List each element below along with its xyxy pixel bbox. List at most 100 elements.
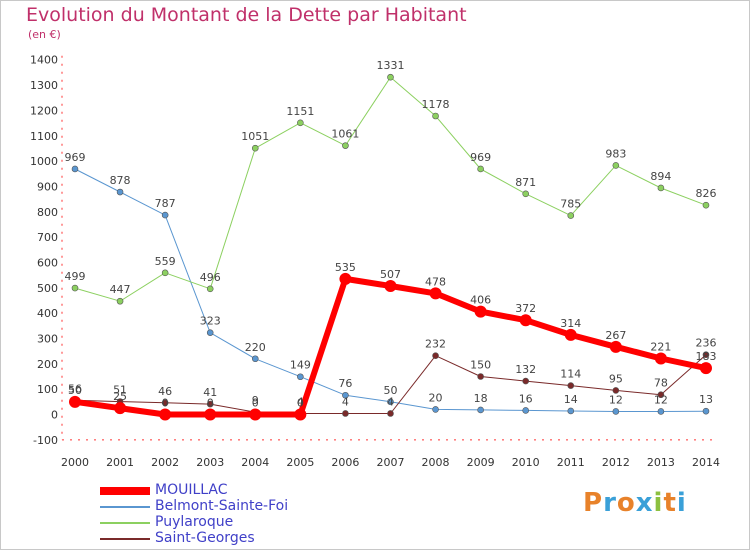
data-label: 236 bbox=[695, 337, 716, 350]
y-tick-label: 800 bbox=[37, 206, 58, 219]
data-label: 496 bbox=[200, 271, 221, 284]
chart-title: Evolution du Montant de la Dette par Hab… bbox=[26, 4, 467, 26]
data-label: 56 bbox=[68, 382, 82, 395]
data-label: 4 bbox=[342, 395, 349, 408]
data-point bbox=[387, 73, 394, 81]
data-label: 535 bbox=[335, 261, 356, 274]
data-label: 0 bbox=[252, 397, 259, 410]
data-point bbox=[161, 399, 169, 407]
data-point bbox=[206, 329, 214, 336]
data-label: 14 bbox=[564, 393, 578, 406]
data-point bbox=[567, 382, 575, 389]
data-label: 4 bbox=[387, 395, 394, 408]
legend-label: MOUILLAC bbox=[155, 482, 228, 498]
data-point bbox=[432, 352, 439, 360]
x-tick-label: 2005 bbox=[286, 456, 314, 469]
legend-swatch bbox=[100, 538, 150, 540]
data-point bbox=[387, 410, 394, 417]
data-label: 4 bbox=[297, 395, 304, 408]
data-point bbox=[432, 406, 439, 413]
x-tick-label: 2003 bbox=[196, 456, 224, 469]
y-tick-label: 1400 bbox=[30, 54, 58, 67]
data-label: 9 bbox=[252, 394, 259, 407]
data-point bbox=[69, 395, 81, 408]
legend-swatch bbox=[100, 522, 150, 524]
data-point bbox=[654, 352, 667, 365]
logo-letter: x bbox=[635, 488, 654, 518]
data-point bbox=[384, 280, 397, 293]
data-point bbox=[429, 287, 442, 300]
data-label: 18 bbox=[474, 392, 488, 405]
data-label: 406 bbox=[470, 294, 491, 307]
proxiti-logo: Proxiti bbox=[583, 488, 687, 518]
data-point bbox=[657, 184, 665, 192]
data-label: 969 bbox=[470, 151, 491, 164]
data-label: 826 bbox=[695, 187, 716, 200]
data-point bbox=[342, 410, 349, 417]
logo-letter: r bbox=[603, 488, 617, 518]
x-tick-label: 2006 bbox=[331, 456, 359, 469]
data-label: 1331 bbox=[376, 59, 404, 72]
data-point bbox=[567, 407, 575, 415]
logo-letter: i bbox=[653, 488, 664, 518]
y-tick-label: 0 bbox=[51, 409, 58, 422]
x-tick-label: 2013 bbox=[647, 456, 675, 469]
data-label: 969 bbox=[65, 151, 86, 164]
data-label: 76 bbox=[338, 377, 352, 390]
data-label: 132 bbox=[515, 363, 536, 376]
data-point bbox=[342, 142, 349, 149]
data-label: 314 bbox=[560, 317, 581, 330]
data-label: 1178 bbox=[422, 98, 450, 111]
logo-letter: P bbox=[583, 488, 604, 518]
data-label: 46 bbox=[158, 385, 172, 398]
data-label: 12 bbox=[609, 393, 623, 406]
data-label: 41 bbox=[203, 386, 217, 399]
data-point bbox=[294, 408, 307, 421]
x-tick-label: 2004 bbox=[241, 456, 269, 469]
y-tick-label: 400 bbox=[37, 307, 58, 320]
data-label: 114 bbox=[560, 368, 581, 381]
x-tick-label: 2011 bbox=[557, 456, 585, 469]
data-point bbox=[477, 373, 484, 380]
data-point bbox=[567, 212, 575, 219]
data-label: 0 bbox=[207, 397, 214, 410]
data-point bbox=[297, 373, 304, 381]
data-label: 372 bbox=[515, 302, 536, 315]
data-label: 232 bbox=[425, 338, 446, 351]
x-tick-label: 2008 bbox=[422, 456, 450, 469]
legend-label: Puylaroque bbox=[155, 514, 234, 530]
y-tick-label: 500 bbox=[37, 282, 58, 295]
data-point bbox=[206, 285, 214, 293]
y-tick-label: -100 bbox=[33, 434, 58, 447]
y-tick-label: 1300 bbox=[30, 79, 58, 92]
data-label: 12 bbox=[654, 393, 668, 406]
data-point bbox=[249, 408, 262, 421]
chart-subtitle: (en €) bbox=[28, 28, 61, 41]
x-tick-label: 2002 bbox=[151, 456, 179, 469]
x-tick-label: 2001 bbox=[106, 456, 134, 469]
data-label: 447 bbox=[110, 283, 131, 296]
y-tick-label: 1100 bbox=[30, 130, 58, 143]
data-label: 787 bbox=[155, 197, 176, 210]
data-point bbox=[251, 144, 259, 152]
data-label: 267 bbox=[605, 329, 626, 342]
data-point bbox=[609, 340, 622, 353]
y-tick-label: 700 bbox=[37, 231, 58, 244]
y-tick-label: 1000 bbox=[30, 155, 58, 168]
data-label: 478 bbox=[425, 275, 446, 288]
data-point bbox=[522, 190, 530, 198]
data-point bbox=[702, 407, 710, 415]
data-label: 0 bbox=[162, 397, 169, 410]
data-point bbox=[251, 355, 259, 363]
data-point bbox=[342, 391, 349, 399]
data-label: 221 bbox=[650, 340, 671, 353]
data-label: 95 bbox=[609, 372, 623, 385]
y-tick-label: 200 bbox=[37, 358, 58, 371]
legend-swatch bbox=[100, 506, 150, 508]
data-point bbox=[116, 188, 124, 196]
data-point bbox=[432, 112, 439, 120]
data-point bbox=[339, 272, 352, 285]
data-point bbox=[71, 165, 79, 173]
data-label: 20 bbox=[429, 391, 443, 404]
x-tick-label: 2010 bbox=[512, 456, 540, 469]
